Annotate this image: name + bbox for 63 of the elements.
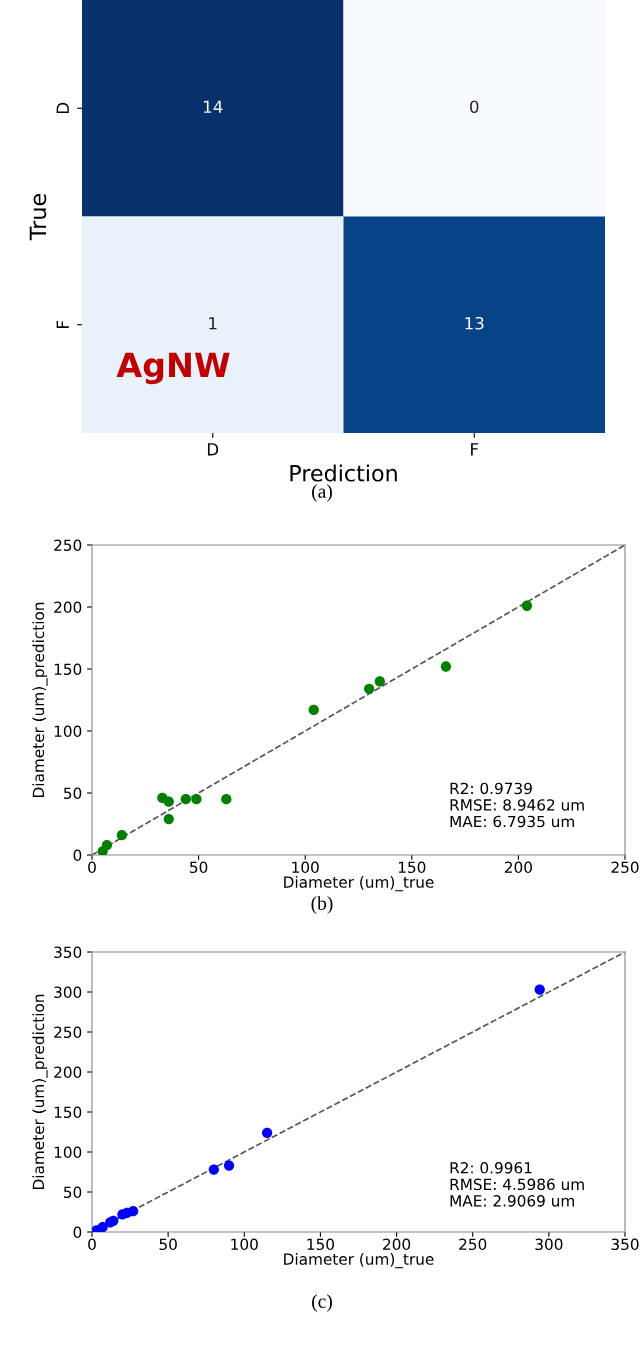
- x-tick-label: 150: [307, 1238, 334, 1251]
- point: [97, 1222, 108, 1232]
- y-tick-label: D: [56, 102, 69, 114]
- data-label: 13: [465, 316, 484, 330]
- annotation: R2: 0.9739 RMSE: 8.9462 um MAE: 6.7935 um: [450, 782, 584, 828]
- point: [101, 839, 113, 851]
- annotation: AgNW: [116, 352, 230, 385]
- point: [364, 683, 375, 694]
- point: [191, 794, 202, 805]
- point: [308, 704, 319, 716]
- y-tick-label: F: [56, 320, 69, 328]
- y-tick-label: 0: [73, 849, 82, 862]
- y-tick-label: 50: [64, 787, 82, 800]
- x-axis-title: Prediction: [290, 464, 397, 482]
- y-tick-label: 100: [54, 725, 82, 738]
- x-tick-label: 250: [459, 1238, 487, 1251]
- point: [163, 796, 174, 807]
- data-label: 1: [209, 317, 217, 330]
- y-tick-label: 200: [54, 1066, 82, 1079]
- y-tick-label: 0: [73, 1226, 82, 1239]
- point: [180, 794, 191, 805]
- point: [163, 813, 174, 825]
- y-tick-label: 150: [54, 1106, 82, 1119]
- point: [374, 676, 385, 687]
- x-tick-label: 350: [611, 1238, 639, 1251]
- x-tick-label: 200: [504, 861, 532, 874]
- y-tick-label: 100: [54, 1146, 82, 1159]
- x-tick-label: 50: [190, 861, 208, 874]
- text: (a): [312, 484, 332, 502]
- x-tick-label: 0: [88, 1238, 96, 1251]
- x-axis-title: Diameter (um)_true: [284, 1253, 434, 1269]
- y-axis-title: Diameter (um)_prediction: [32, 994, 48, 1189]
- y-axis-title: Diameter (um)_prediction: [32, 602, 48, 797]
- x-tick-label: 150: [398, 861, 426, 874]
- point: [208, 1164, 219, 1175]
- y-tick-label: 200: [54, 601, 82, 614]
- point: [440, 661, 452, 672]
- y-tick-label: 350: [54, 946, 82, 959]
- point: [261, 1127, 273, 1138]
- x-tick-label: 100: [292, 861, 319, 874]
- y-tick-label: 150: [54, 663, 82, 676]
- y-tick-label: 50: [64, 1186, 82, 1199]
- y-tick-label: 300: [54, 986, 82, 999]
- x-tick-label: 50: [159, 1238, 177, 1251]
- x-tick-label: 250: [611, 861, 639, 874]
- point: [521, 600, 533, 611]
- point: [221, 794, 232, 805]
- text: (c): [312, 1294, 332, 1312]
- point: [116, 830, 127, 841]
- point: [534, 984, 545, 995]
- y-tick-label: 250: [54, 1026, 82, 1039]
- y-tick-label: 250: [54, 539, 82, 552]
- x-axis-title: Diameter (um)_true: [284, 876, 434, 892]
- data-label: 0: [470, 100, 479, 114]
- point: [223, 1160, 235, 1171]
- x-tick-label: 0: [88, 861, 96, 874]
- x-tick-label: 300: [535, 1238, 563, 1251]
- data-label: 14: [203, 100, 223, 113]
- x-tick-label: 200: [383, 1238, 411, 1251]
- text: (b): [311, 896, 333, 914]
- x-tick-label: 100: [231, 1238, 258, 1251]
- y-axis-title: True: [29, 194, 47, 241]
- annotation: R2: 0.9961 RMSE: 4.5986 um MAE: 2.9069 um: [450, 1162, 584, 1207]
